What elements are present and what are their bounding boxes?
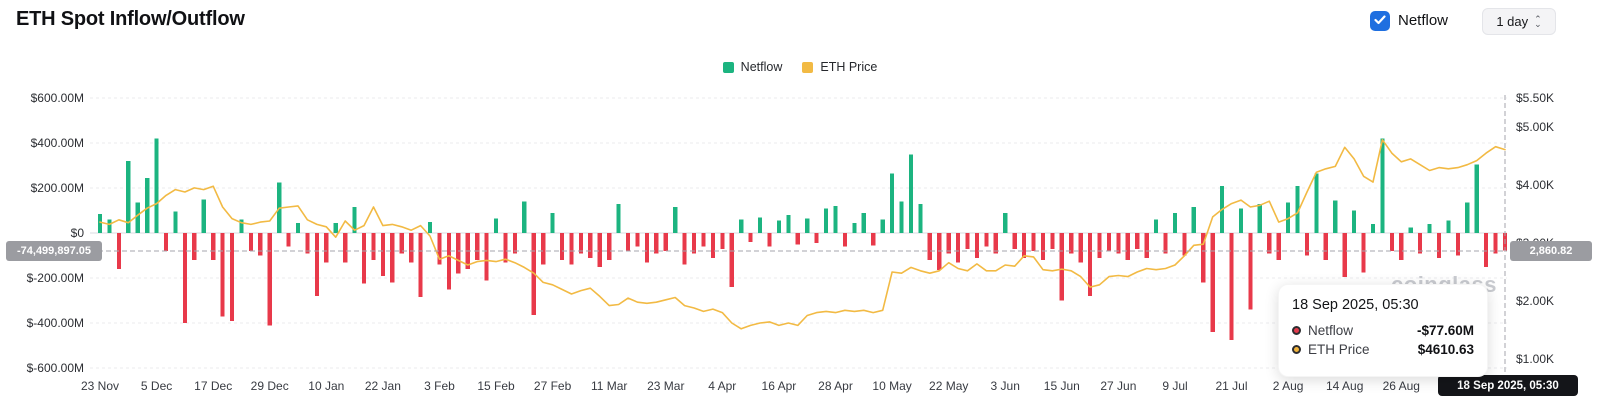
svg-text:23 Nov: 23 Nov <box>81 379 119 393</box>
legend-netflow-label: Netflow <box>740 60 783 74</box>
svg-text:$200.00M: $200.00M <box>31 181 84 195</box>
svg-text:4 Apr: 4 Apr <box>708 379 736 393</box>
gridlines: $600.00M $400.00M $200.00M $0 $-200.00M $-400… <box>27 91 1507 375</box>
svg-text:$4.00K: $4.00K <box>1516 178 1554 192</box>
eth-price-swatch-icon <box>802 61 814 73</box>
svg-text:$-200.00M: $-200.00M <box>27 271 84 285</box>
eth-price-dot-icon <box>1292 345 1301 354</box>
netflow-swatch-icon <box>722 61 734 73</box>
svg-text:10 May: 10 May <box>872 379 911 393</box>
svg-text:9 Jul: 9 Jul <box>1162 379 1187 393</box>
legend-eth-price-label: ETH Price <box>820 60 878 74</box>
legend-item-netflow[interactable]: Netflow <box>722 60 783 74</box>
svg-text:21 Jul: 21 Jul <box>1215 379 1247 393</box>
crosshair-right-axis-chip: 2,860.82 <box>1510 241 1592 261</box>
netflow-dot-icon <box>1292 326 1301 335</box>
svg-text:$-400.00M: $-400.00M <box>27 316 84 330</box>
tooltip-netflow-value: -$77.60M <box>1416 323 1474 338</box>
svg-text:28 Apr: 28 Apr <box>818 379 853 393</box>
crosshair-date-chip: 18 Sep 2025, 05:30 <box>1438 375 1578 396</box>
svg-text:5 Dec: 5 Dec <box>141 379 172 393</box>
eth-price-line <box>99 139 1506 330</box>
svg-text:26 Aug: 26 Aug <box>1383 379 1420 393</box>
svg-text:$400.00M: $400.00M <box>31 136 84 150</box>
tooltip-date: 18 Sep 2025, 05:30 <box>1292 297 1419 313</box>
x-axis-labels: 23 Nov 5 Dec 17 Dec 29 Dec 10 Jan 22 Jan 3 Feb… <box>81 379 1420 393</box>
svg-text:15 Feb: 15 Feb <box>477 379 515 393</box>
svg-text:16 Apr: 16 Apr <box>762 379 797 393</box>
svg-text:$2.00K: $2.00K <box>1516 294 1554 308</box>
svg-text:27 Jun: 27 Jun <box>1100 379 1136 393</box>
svg-text:$1.00K: $1.00K <box>1516 352 1554 366</box>
svg-text:14 Aug: 14 Aug <box>1326 379 1363 393</box>
check-icon <box>1374 12 1386 30</box>
svg-text:3 Feb: 3 Feb <box>424 379 455 393</box>
tooltip-eth-price-value: $4610.63 <box>1417 342 1474 357</box>
chevron-updown-icon: ⌃ ⌄ <box>1534 13 1542 29</box>
svg-text:15 Jun: 15 Jun <box>1044 379 1080 393</box>
svg-text:3 Jun: 3 Jun <box>991 379 1020 393</box>
netflow-bars[interactable] <box>97 138 1508 341</box>
svg-text:29 Dec: 29 Dec <box>251 379 289 393</box>
svg-text:27 Feb: 27 Feb <box>534 379 572 393</box>
svg-text:2 Aug: 2 Aug <box>1273 379 1304 393</box>
netflow-checkbox-label[interactable]: Netflow <box>1398 12 1449 29</box>
svg-text:$-600.00M: $-600.00M <box>27 361 84 375</box>
page-title: ETH Spot Inflow/Outflow <box>16 8 245 30</box>
legend-item-eth-price[interactable]: ETH Price <box>802 60 877 74</box>
svg-text:17 Dec: 17 Dec <box>194 379 232 393</box>
tooltip-row-netflow: Netflow -$77.60M <box>1292 323 1474 338</box>
tooltip-netflow-label: Netflow <box>1308 323 1354 338</box>
tooltip-eth-price-label: ETH Price <box>1308 342 1370 357</box>
tooltip-row-eth-price: ETH Price $4610.63 <box>1292 342 1474 357</box>
interval-value: 1 day <box>1496 14 1529 29</box>
netflow-checkbox[interactable] <box>1370 11 1390 31</box>
svg-text:$0: $0 <box>71 226 85 240</box>
crosshair-left-axis-chip: -74,499,897.05 <box>6 241 102 261</box>
svg-text:23 Mar: 23 Mar <box>647 379 684 393</box>
chart-legend: Netflow ETH Price <box>0 60 1600 74</box>
right-axis-labels: $5.50K$5.00K$4.00K$3.00K$2.00K$1.00K <box>1516 91 1554 366</box>
svg-text:11 Mar: 11 Mar <box>591 379 627 393</box>
crosshair <box>90 95 1507 374</box>
svg-text:$5.00K: $5.00K <box>1516 120 1554 134</box>
svg-text:$600.00M: $600.00M <box>31 91 84 105</box>
svg-text:22 Jan: 22 Jan <box>365 379 401 393</box>
chart-tooltip: 18 Sep 2025, 05:30 Netflow -$77.60M ETH … <box>1278 284 1488 377</box>
svg-text:10 Jan: 10 Jan <box>308 379 344 393</box>
svg-text:22 May: 22 May <box>929 379 968 393</box>
interval-dropdown[interactable]: 1 day ⌃ ⌄ <box>1482 8 1556 35</box>
svg-text:$5.50K: $5.50K <box>1516 91 1554 105</box>
